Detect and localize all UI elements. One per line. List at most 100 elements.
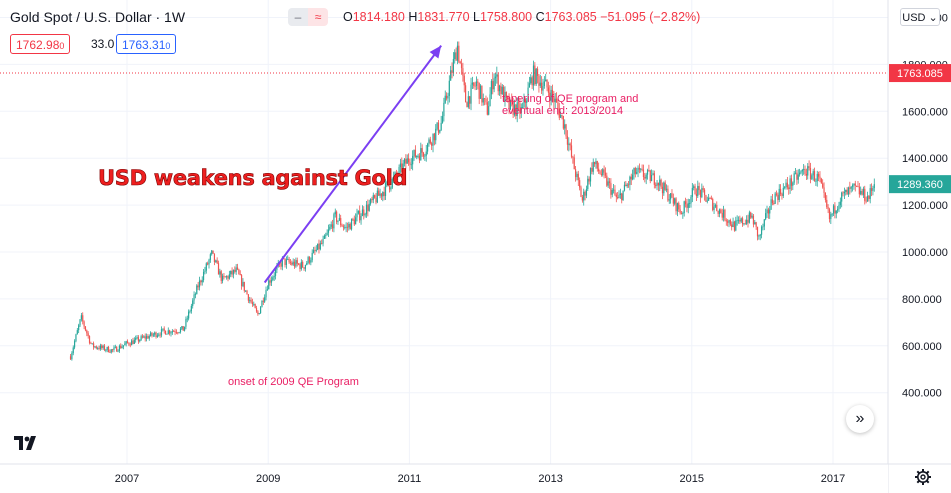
candle-body (431, 143, 433, 146)
candle-body (177, 332, 179, 334)
candle-body (83, 321, 85, 327)
candle-body (629, 176, 631, 185)
time-axis[interactable]: 2007 2009 2011 2013 2015 2017 (0, 463, 951, 493)
price-axis[interactable]: 400.000 600.000 800.000 1000.000 1200.000 140… (887, 0, 951, 493)
candle-body (532, 65, 535, 86)
candle-body (421, 148, 423, 153)
candle-body (751, 215, 753, 218)
candle-body (414, 149, 416, 158)
candle-body (755, 222, 757, 227)
candle-body (369, 199, 372, 204)
candle-body (272, 277, 274, 280)
candle-body (131, 340, 133, 346)
candle-body (504, 91, 506, 102)
candle-body (458, 45, 460, 62)
candle-body (612, 189, 615, 191)
candle-body (679, 209, 681, 214)
candle-body (823, 187, 825, 193)
scroll-to-realtime-button[interactable]: » (846, 405, 874, 433)
candle-body (731, 224, 733, 227)
candle-body (588, 178, 590, 182)
candle-body (565, 124, 567, 137)
candle-body (735, 220, 737, 231)
candle-body (281, 258, 283, 267)
candle-body (577, 173, 579, 181)
candle-body (147, 336, 149, 339)
price-tick-label: 400.000 (902, 388, 942, 400)
candle-body (587, 178, 589, 190)
candle-body (773, 203, 775, 204)
candle-body (680, 213, 683, 214)
candle-body (236, 267, 239, 270)
candle-body (135, 338, 137, 340)
candle-body (69, 356, 72, 360)
buy-price-button[interactable]: 1763.310 (116, 34, 177, 54)
candle-body (747, 219, 749, 223)
candle-body (99, 345, 101, 350)
candle-body (319, 243, 321, 250)
candle-body (202, 272, 205, 281)
symbol-title[interactable]: Gold Spot / U.S. Dollar · 1W (10, 9, 186, 25)
candle-body (455, 52, 457, 61)
candle-body (779, 188, 782, 194)
candle-body (842, 192, 844, 194)
candle-body (288, 258, 290, 263)
candle-body (784, 187, 786, 188)
tapering-annotation: tapering of QE program and eventual end:… (502, 93, 638, 117)
candle-body (230, 270, 232, 275)
candle-body (349, 223, 351, 230)
candle-body (194, 294, 197, 295)
gear-icon[interactable] (914, 468, 932, 486)
candle-body (623, 184, 626, 191)
candle-body (422, 152, 425, 157)
candle-body (440, 122, 442, 130)
candle-body (746, 219, 748, 224)
candle-body (86, 330, 88, 334)
candle-body (633, 168, 635, 175)
high-value: 1831.770 (417, 10, 470, 24)
candle-body (76, 330, 78, 335)
candle-body (617, 197, 619, 199)
candle-body (429, 139, 431, 144)
candle-body (583, 191, 585, 201)
candle-body (251, 302, 254, 305)
candle-body (376, 190, 378, 203)
time-tick-label: 2015 (680, 473, 704, 485)
wave-icon[interactable]: ≈ (308, 8, 328, 26)
candle-body (526, 100, 528, 103)
candle-body (439, 129, 441, 133)
chart-style-pills[interactable]: ‒ ≈ (288, 8, 328, 26)
candle-body (736, 220, 738, 222)
candle-body (644, 176, 646, 179)
candle-body (488, 106, 490, 115)
candle-body (289, 262, 292, 264)
candle-body (562, 116, 564, 129)
candle-body (555, 98, 558, 103)
candle-body (671, 193, 673, 198)
candle-body (234, 269, 236, 272)
candle-body (475, 81, 478, 87)
candle-body (215, 260, 217, 262)
sell-price-button[interactable]: 1762.980 (10, 34, 71, 54)
tradingview-logo-icon[interactable] (12, 430, 42, 456)
candle-body (137, 337, 140, 342)
currency-dropdown[interactable]: USD ⌄ (900, 8, 940, 26)
candle-body (678, 203, 680, 210)
candle-body (788, 187, 790, 190)
candle-body (813, 171, 816, 182)
minus-icon[interactable]: ‒ (288, 8, 308, 26)
candle-body (849, 187, 851, 189)
candle-body (822, 183, 824, 188)
candle-body (198, 280, 201, 288)
change-value: −51.095 (−2.82%) (600, 10, 701, 24)
candle-body (424, 155, 426, 157)
candle-body (675, 198, 677, 212)
candle-body (865, 200, 867, 202)
candle-body (463, 75, 465, 86)
candle-body (534, 65, 536, 85)
candle-body (344, 227, 346, 229)
candle-body (632, 174, 634, 180)
candle-body (811, 175, 813, 180)
candle-body (634, 168, 636, 174)
